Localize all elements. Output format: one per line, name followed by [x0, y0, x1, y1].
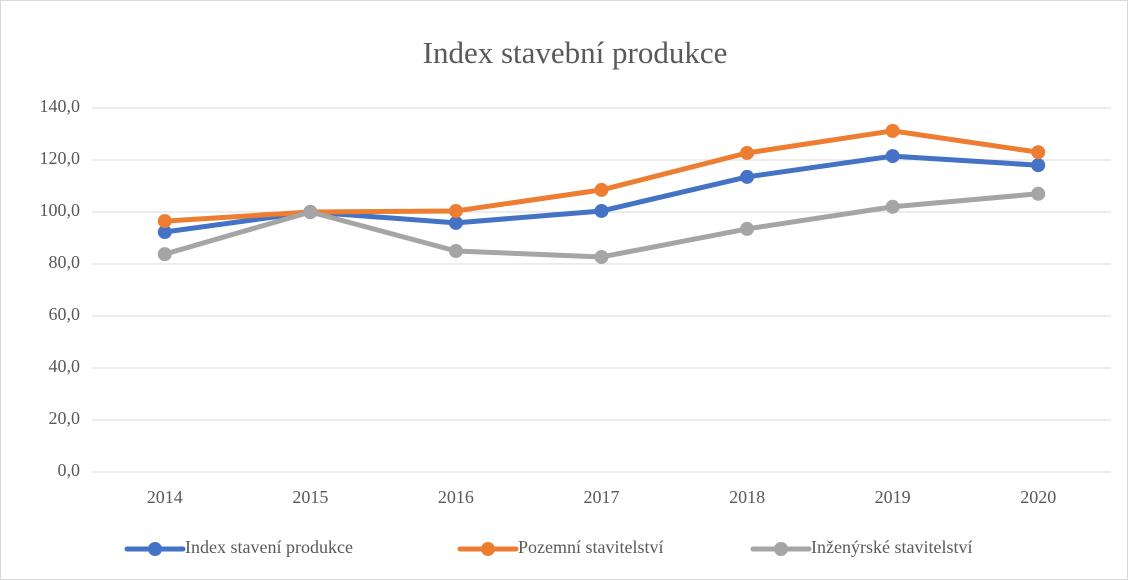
data-point: [885, 199, 900, 214]
y-tick-label: 40,0: [49, 356, 81, 376]
data-point: [594, 182, 609, 197]
x-tick-label: 2018: [729, 487, 765, 507]
data-point: [303, 205, 318, 219]
data-point: [157, 214, 172, 229]
y-tick-label: 0,0: [58, 460, 81, 480]
x-tick-label: 2020: [1020, 487, 1056, 507]
data-point: [740, 169, 755, 184]
data-point: [740, 221, 755, 236]
data-point: [594, 203, 609, 218]
legend-marker: [481, 542, 495, 556]
x-tick-label: 2016: [438, 487, 474, 507]
legend-marker: [148, 542, 162, 556]
data-point: [157, 225, 172, 240]
x-tick-label: 2015: [292, 487, 328, 507]
y-tick-label: 20,0: [49, 408, 81, 428]
legend-label: Index stavení produkce: [185, 537, 353, 557]
y-tick-label: 120,0: [40, 148, 81, 168]
legend-label: Inženýrské stavitelství: [811, 537, 972, 557]
data-point: [885, 149, 900, 164]
y-tick-label: 140,0: [40, 96, 81, 116]
data-point: [1031, 158, 1046, 173]
data-point: [740, 145, 755, 160]
y-tick-label: 60,0: [49, 304, 81, 324]
data-point: [885, 123, 900, 138]
legend-marker: [774, 542, 788, 556]
x-tick-label: 2014: [147, 487, 183, 507]
data-point: [594, 249, 609, 264]
data-point: [157, 247, 172, 262]
chart-title: Index stavební produkce: [423, 35, 728, 70]
y-tick-label: 80,0: [49, 252, 81, 272]
data-point: [1031, 186, 1046, 201]
data-point: [448, 244, 463, 258]
data-point: [1031, 145, 1046, 160]
data-point: [448, 203, 463, 218]
x-tick-label: 2019: [875, 487, 911, 507]
y-tick-label: 100,0: [40, 200, 81, 220]
legend-label: Pozemní stavitelství: [518, 537, 664, 557]
data-point: [448, 215, 463, 230]
x-tick-label: 2017: [584, 487, 620, 507]
